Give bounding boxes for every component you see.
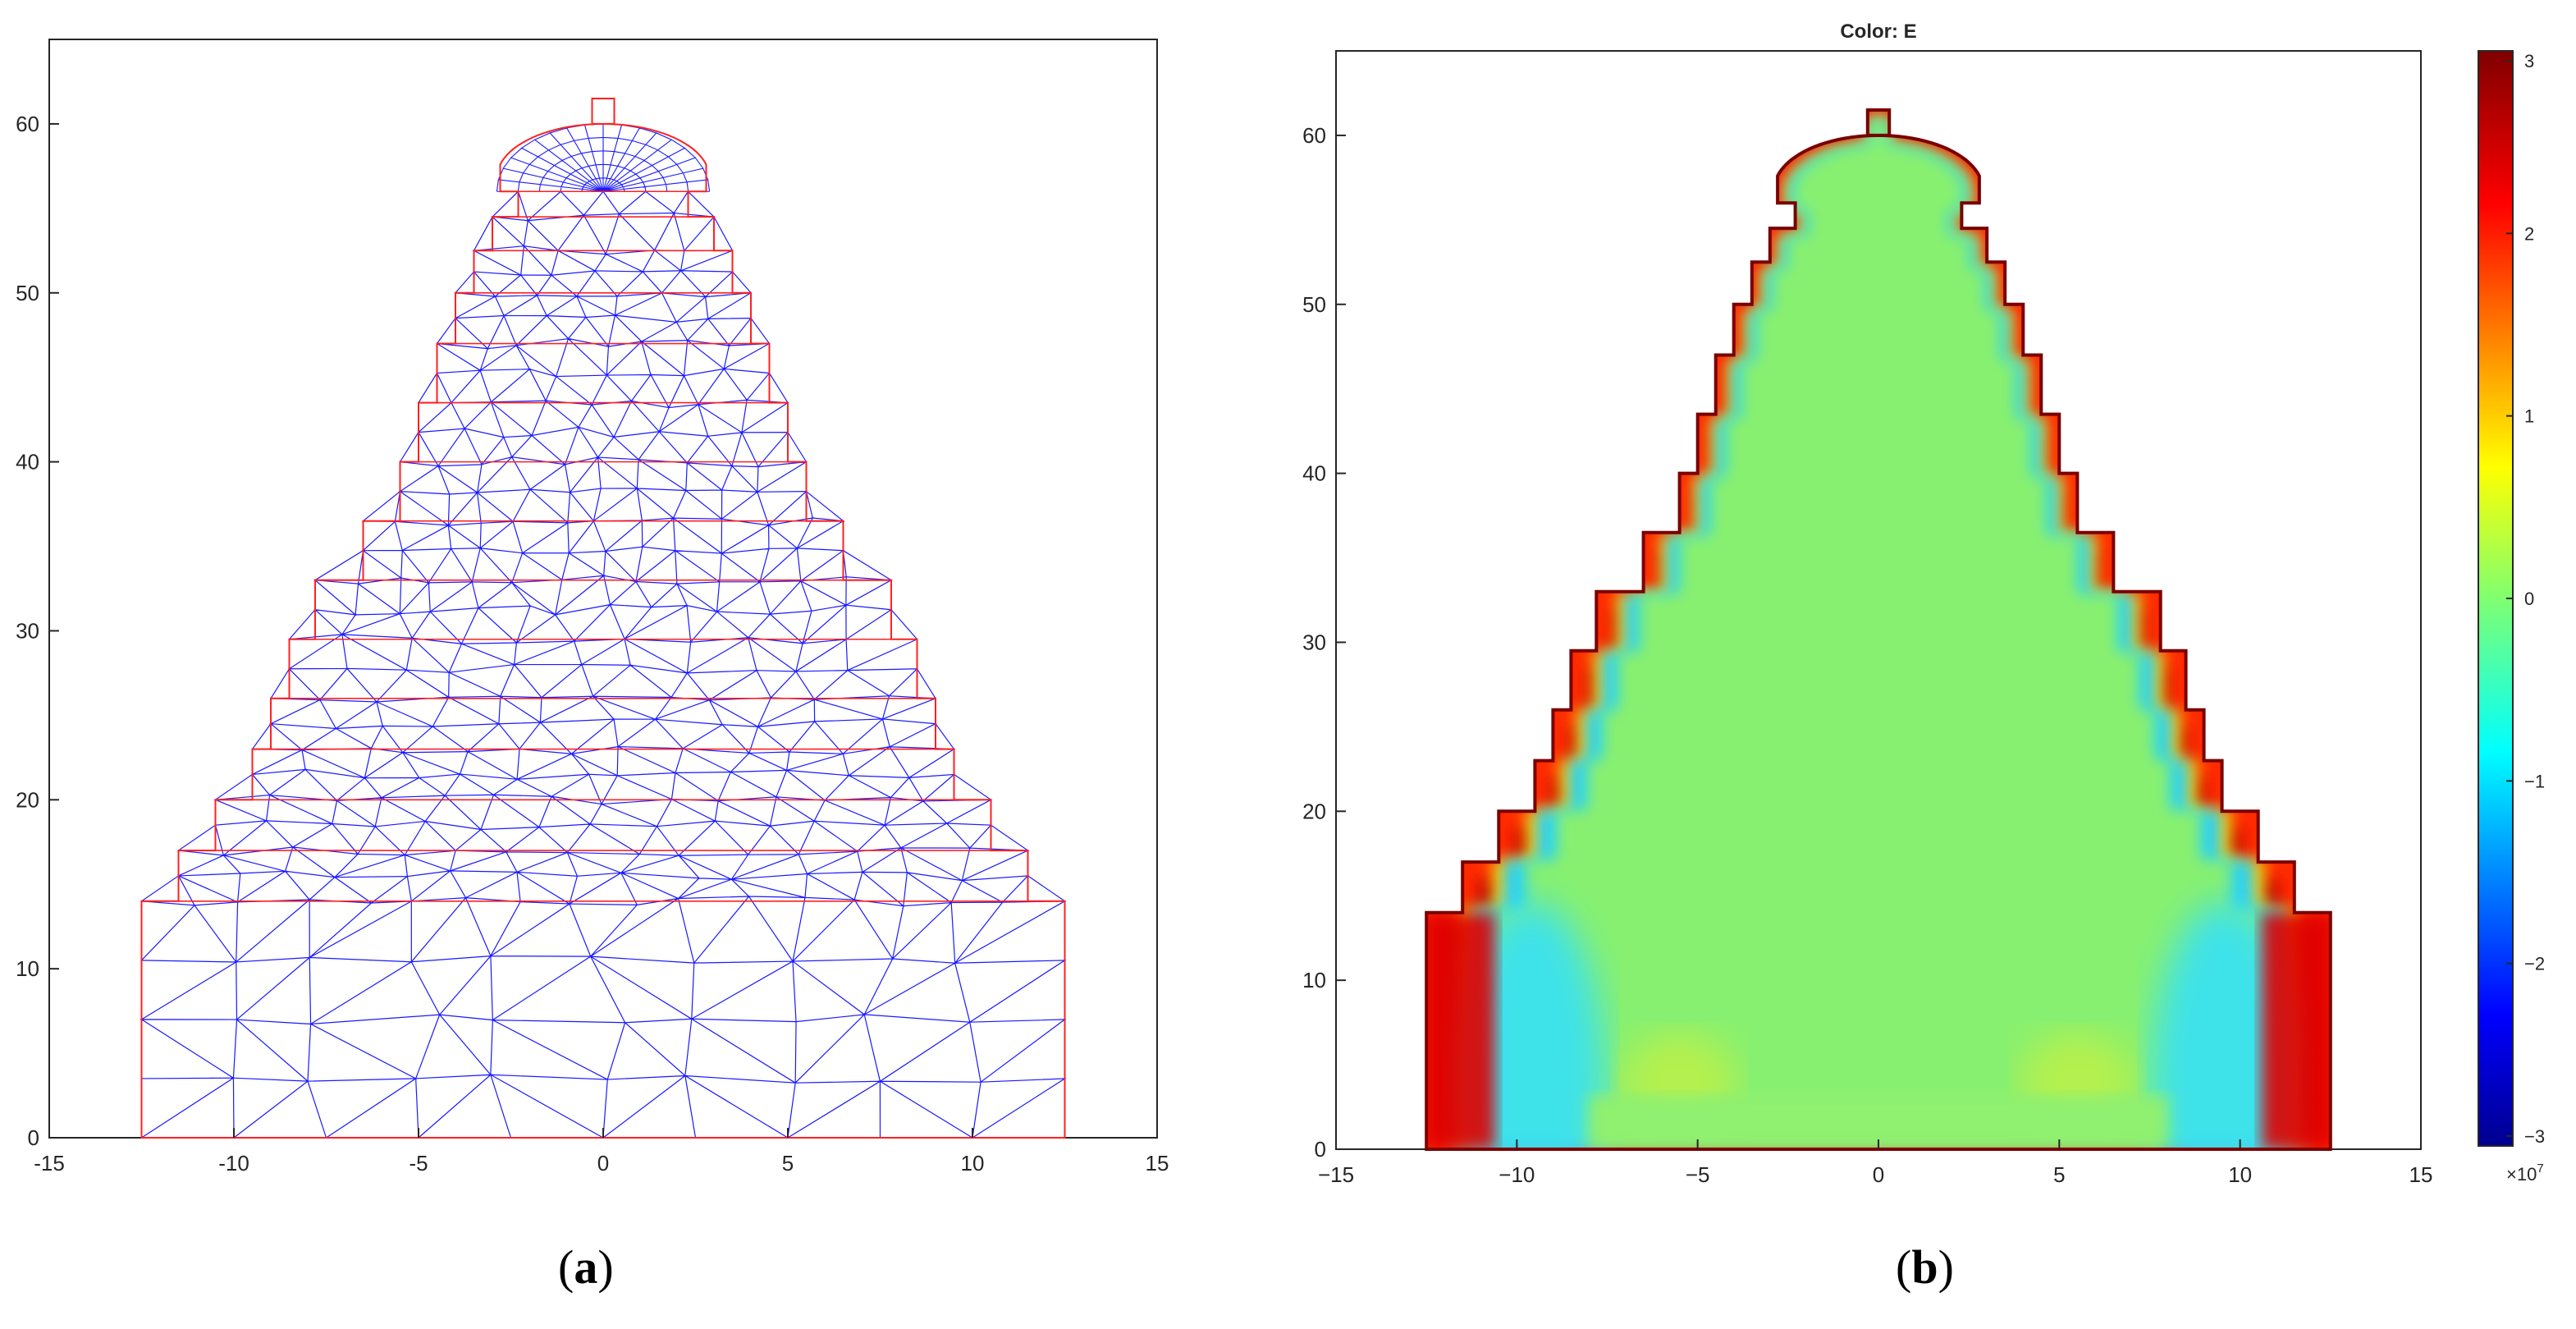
caption-a-open: ( [558, 1240, 574, 1294]
panel-a: -15 -10 -5 0 5 10 15 0 10 20 30 40 50 60 [16, 39, 1169, 1175]
y-tick-label: 10 [1302, 968, 1326, 992]
ticks-a: -15 -10 -5 0 5 10 15 0 10 20 30 40 50 60 [16, 112, 1169, 1175]
y-tick-label: 0 [28, 1125, 39, 1150]
x-tick-label: -10 [218, 1151, 249, 1175]
y-tick-label: 20 [16, 787, 39, 812]
caption-a-close: ) [597, 1240, 614, 1294]
y-tick-label: 30 [1302, 630, 1326, 654]
boundary-a [140, 98, 1066, 1139]
colorbar-multiplier: ×107 [2506, 1162, 2544, 1185]
y-tick-label: 40 [16, 450, 39, 474]
x-tick-label: 15 [1146, 1151, 1169, 1175]
field-clip [1426, 110, 2331, 1149]
colorbar-ticks: 3 2 1 0 −1 −2 −3 [2506, 51, 2545, 1147]
x-tick-label: 10 [2228, 1162, 2252, 1187]
colorbar-tick-label: −3 [2524, 1126, 2545, 1147]
ticks-b: −15 −10 −5 0 5 10 15 0 10 20 30 40 50 60 [1302, 123, 2432, 1187]
colorbar-tick-label: −2 [2524, 954, 2545, 974]
x-tick-label: −10 [1498, 1162, 1535, 1187]
tower-outline [140, 98, 1066, 1139]
caption-b-close: ) [1938, 1240, 1954, 1294]
x-tick-label: 10 [961, 1151, 985, 1175]
y-tick-label: 40 [1302, 461, 1326, 486]
colorbar-tick-label: 3 [2524, 51, 2534, 71]
heatmap-field [1425, 108, 2332, 1151]
x-tick-label: -5 [409, 1151, 428, 1175]
x-tick-label: 0 [1873, 1162, 1884, 1187]
x-tick-label: 0 [597, 1151, 609, 1175]
panel-b-title: Color: E [1840, 21, 1916, 43]
caption-a: (a) [558, 1240, 614, 1295]
x-tick-label: −5 [1686, 1162, 1710, 1187]
y-tick-label: 60 [16, 112, 39, 136]
y-tick-label: 60 [1302, 123, 1326, 148]
field-red-left-base [1426, 912, 1495, 1149]
field-green-interior [1494, 118, 2263, 1143]
field-outline [1425, 108, 2332, 1151]
caption-b: (b) [1896, 1240, 1954, 1295]
x-tick-label: −15 [1318, 1162, 1354, 1187]
x-tick-label: 15 [2409, 1162, 2433, 1187]
y-tick-label: 50 [1302, 292, 1326, 317]
panel-a-axes-box [48, 39, 1158, 1139]
caption-b-letter: b [1911, 1240, 1938, 1294]
y-tick-label: 30 [16, 618, 39, 643]
y-tick-label: 0 [1315, 1137, 1326, 1162]
colorbar-tick-label: −1 [2524, 771, 2545, 791]
y-tick-label: 20 [1302, 799, 1326, 823]
colorbar-tick-label: 2 [2524, 223, 2534, 244]
caption-b-open: ( [1896, 1240, 1912, 1294]
y-tick-label: 50 [16, 281, 39, 305]
x-tick-label: 5 [782, 1151, 794, 1175]
y-tick-label: 10 [16, 956, 39, 981]
caption-a-letter: a [574, 1240, 598, 1294]
x-tick-label: 5 [2053, 1162, 2065, 1187]
field-red-right-base [2262, 912, 2331, 1149]
mesh-triangles [140, 190, 1067, 1139]
x-tick-label: -15 [34, 1151, 65, 1175]
mesh-a [140, 98, 1067, 1139]
colorbar-tick-label: 1 [2524, 406, 2534, 427]
colorbar-tick-label: 0 [2524, 589, 2534, 609]
